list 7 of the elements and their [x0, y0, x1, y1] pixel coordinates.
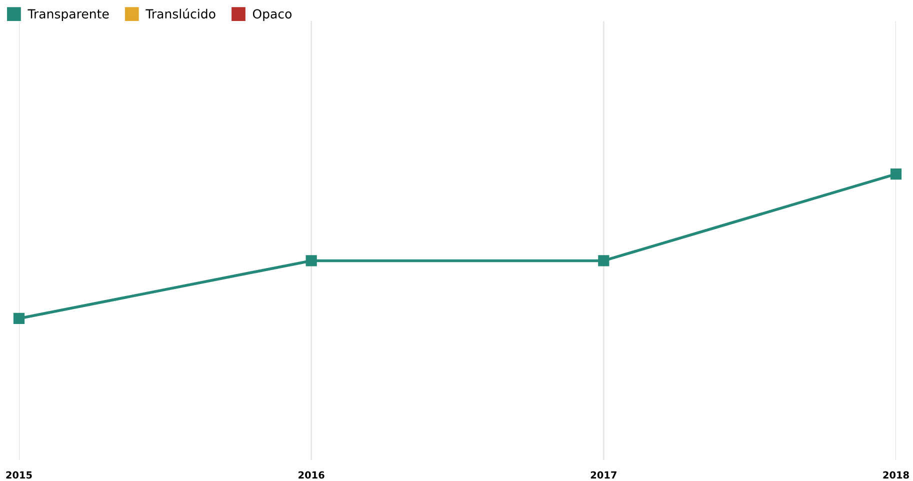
x-tick-label: 2015 — [6, 471, 32, 479]
x-tick-label: 2017 — [590, 471, 616, 479]
legend-label: Translúcido — [146, 8, 216, 19]
legend-label: Opaco — [252, 9, 292, 21]
x-tick-label: 2016 — [298, 471, 324, 479]
legend-label: Transparente — [28, 9, 109, 21]
x-tick-label: 2018 — [883, 471, 909, 479]
